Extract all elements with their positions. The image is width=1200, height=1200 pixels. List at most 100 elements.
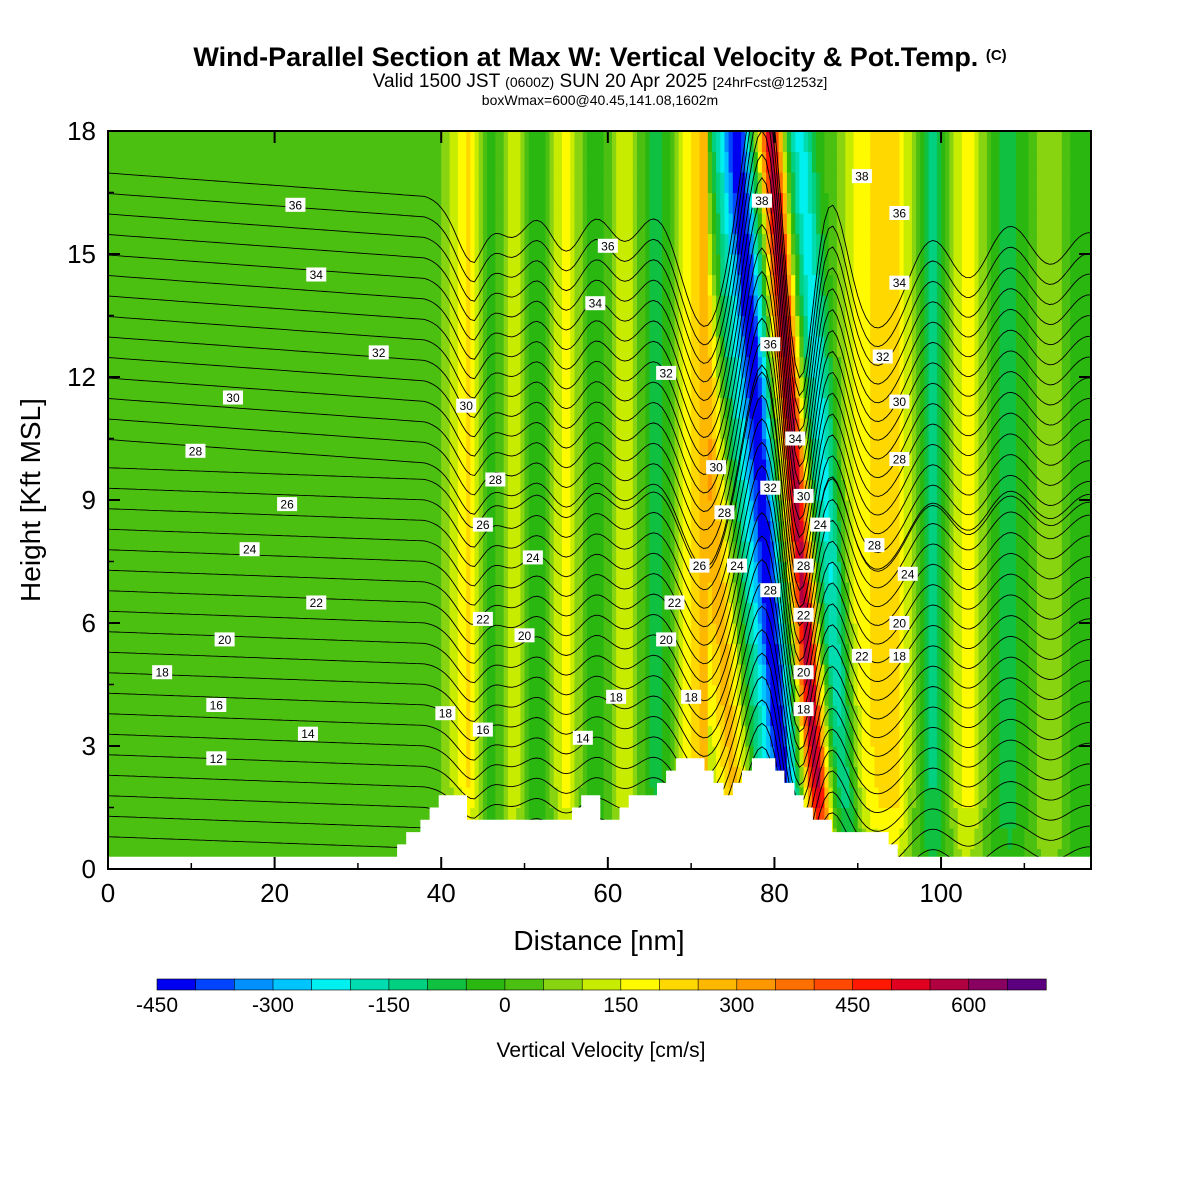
w-cell [970, 500, 975, 522]
w-cell [1032, 684, 1038, 706]
w-cell [437, 623, 442, 645]
w-cell [911, 623, 917, 645]
w-cell [320, 807, 326, 829]
w-cell [791, 438, 796, 460]
w-cell [257, 746, 263, 768]
w-cell [570, 479, 576, 501]
w-cell [528, 520, 534, 542]
w-cell [703, 459, 709, 481]
w-cell [353, 541, 359, 563]
w-cell [395, 541, 401, 563]
w-cell [761, 520, 767, 542]
w-cell [820, 787, 826, 809]
w-cell [891, 541, 896, 563]
w-cell [183, 705, 188, 727]
w-cell [866, 787, 871, 809]
w-cell [807, 438, 813, 460]
w-cell [441, 766, 446, 788]
w-cell [545, 623, 551, 645]
w-cell [337, 602, 342, 624]
w-cell [203, 643, 209, 665]
w-cell [170, 541, 176, 563]
w-cell [212, 623, 217, 645]
w-cell [141, 438, 147, 460]
w-cell [1036, 828, 1042, 850]
w-cell [1049, 828, 1055, 850]
w-cell [262, 643, 267, 665]
w-cell [1061, 828, 1067, 850]
w-cell [612, 438, 617, 460]
w-cell [1049, 582, 1055, 604]
w-cell [424, 807, 430, 829]
w-cell [299, 623, 305, 645]
w-cell [578, 684, 584, 706]
w-cell [108, 664, 113, 686]
w-cell [687, 623, 692, 645]
w-cell [745, 602, 751, 624]
w-cell [566, 787, 571, 809]
w-cell [870, 459, 875, 481]
w-cell [441, 725, 446, 747]
w-cell [324, 500, 330, 522]
w-cell [953, 828, 959, 850]
w-cell [262, 438, 267, 460]
w-cell [824, 561, 830, 583]
w-cell [282, 643, 288, 665]
w-cell [841, 643, 846, 665]
w-cell [299, 746, 305, 768]
w-cell [674, 623, 680, 645]
w-cell [553, 705, 559, 727]
w-cell [553, 643, 559, 665]
w-cell [953, 500, 959, 522]
w-cell [853, 561, 859, 583]
w-cell [828, 582, 834, 604]
w-cell [487, 582, 492, 604]
w-cell [528, 664, 534, 686]
w-cell [124, 500, 130, 522]
w-cell [570, 643, 576, 665]
w-cell [682, 479, 688, 501]
w-cell [416, 705, 421, 727]
w-cell [870, 438, 875, 460]
w-cell [195, 807, 201, 829]
w-cell [274, 582, 280, 604]
w-cell [799, 643, 805, 665]
w-cell [991, 807, 996, 829]
w-cell [1041, 602, 1046, 624]
w-cell [245, 520, 251, 542]
w-cell [387, 725, 392, 747]
w-cell [320, 643, 326, 665]
w-cell [799, 746, 805, 768]
w-cell [462, 643, 467, 665]
w-cell [945, 602, 950, 624]
w-cell [228, 684, 234, 706]
w-cell [1032, 664, 1038, 686]
w-cell [462, 664, 467, 686]
w-cell [528, 582, 534, 604]
w-cell [895, 787, 900, 809]
w-cell [757, 479, 763, 501]
w-cell [512, 459, 517, 481]
w-cell [233, 664, 238, 686]
w-cell [841, 500, 846, 522]
w-cell [695, 520, 701, 542]
w-cell [641, 602, 646, 624]
w-cell [595, 643, 601, 665]
w-cell [911, 582, 917, 604]
w-cell [228, 541, 234, 563]
w-cell [374, 725, 380, 747]
w-cell [474, 438, 480, 460]
w-cell [857, 746, 863, 768]
w-cell [712, 582, 717, 604]
w-cell [183, 684, 188, 706]
w-cell [257, 787, 263, 809]
w-cell [295, 582, 301, 604]
w-cell [299, 561, 305, 583]
w-cell [328, 459, 334, 481]
w-cell [657, 766, 663, 788]
w-cell [557, 479, 563, 501]
w-cell [691, 500, 696, 522]
w-cell [857, 664, 863, 686]
w-cell [841, 684, 846, 706]
w-cell [274, 602, 280, 624]
